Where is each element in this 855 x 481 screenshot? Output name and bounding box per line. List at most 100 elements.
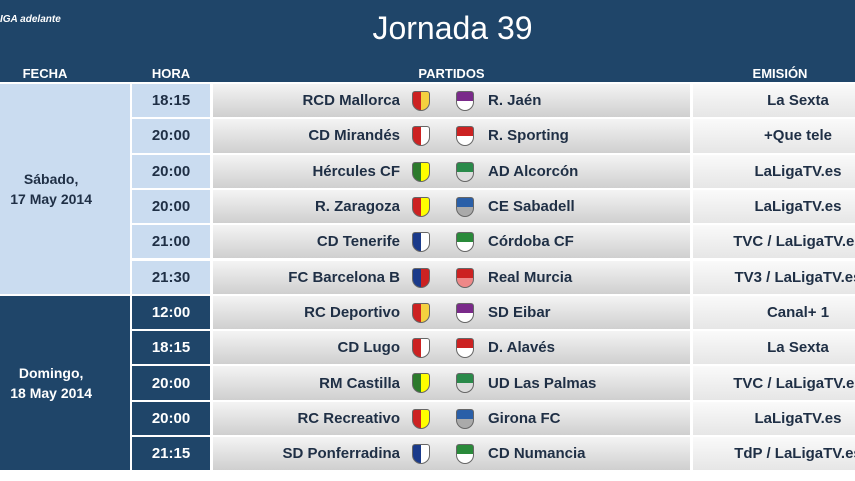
day-label: Domingo, xyxy=(18,365,84,382)
home-team: Hércules CF xyxy=(312,162,400,180)
match-cell xyxy=(213,189,690,224)
home-crest xyxy=(412,373,430,394)
away-team: R. Jaén xyxy=(488,92,542,110)
home-team: RC Deportivo xyxy=(304,303,400,321)
tv-cell xyxy=(693,366,855,400)
match-cell xyxy=(213,154,690,188)
tv-cell xyxy=(693,401,855,435)
match-cell xyxy=(213,331,690,365)
time-cell: 20:00 xyxy=(132,366,210,400)
tv-cell xyxy=(693,119,855,153)
home-team: R. Zaragoza xyxy=(314,198,400,216)
home-crest xyxy=(412,232,430,253)
match-cell xyxy=(213,366,690,400)
away-crest xyxy=(456,408,474,429)
tv-cell xyxy=(693,295,855,330)
home-crest xyxy=(412,196,430,217)
date-text: Sábado, 17 May 2014 xyxy=(10,169,92,209)
tv-cell xyxy=(693,84,855,118)
tv-text: TVC / LaLigaTV.es xyxy=(733,374,855,392)
away-crest xyxy=(456,91,474,111)
away-crest xyxy=(456,373,474,394)
title: Jornada 39 xyxy=(372,10,533,46)
date-text: Domingo, 18 May 2014 xyxy=(10,363,92,403)
away-team: UD Las Palmas xyxy=(488,374,597,392)
time-cell: 21:30 xyxy=(132,260,210,294)
match-cell xyxy=(213,260,690,294)
away-crest xyxy=(456,196,474,217)
tv-text: LaLigaTV.es xyxy=(754,162,842,180)
tv-cell xyxy=(693,189,855,224)
day-label: Sábado, xyxy=(23,170,79,187)
tv-cell xyxy=(693,437,855,471)
home-crest xyxy=(412,444,430,464)
date-cell: Domingo, 18 May 2014 xyxy=(0,295,130,471)
home-crest xyxy=(412,338,430,359)
time-cell: 18:15 xyxy=(132,331,210,365)
column-header: PARTIDOS xyxy=(418,65,485,81)
away-crest xyxy=(456,302,474,323)
away-crest xyxy=(456,232,474,253)
time-cell: 21:00 xyxy=(132,225,210,259)
away-team: CD Numancia xyxy=(488,445,586,463)
away-crest xyxy=(456,126,474,147)
home-crest xyxy=(412,161,430,182)
tv-cell xyxy=(693,260,855,294)
match-cell xyxy=(213,84,690,118)
home-team: CD Mirandés xyxy=(308,127,400,145)
away-team: Girona FC xyxy=(488,409,561,427)
home-team: CD Lugo xyxy=(337,339,400,357)
away-team: D. Alavés xyxy=(488,339,555,357)
away-team: Real Murcia xyxy=(488,268,573,286)
tv-text: LaLigaTV.es xyxy=(754,198,842,216)
match-cell xyxy=(213,119,690,153)
away-team: SD Eibar xyxy=(488,303,551,321)
tv-text: TV3 / LaLigaTV.es xyxy=(734,268,855,286)
column-header: FECHA xyxy=(22,65,68,81)
home-crest xyxy=(412,126,430,147)
date-label: 18 May 2014 xyxy=(10,385,92,402)
tv-text: TVC / LaLigaTV.es xyxy=(733,233,855,251)
home-crest xyxy=(412,91,430,111)
home-crest xyxy=(412,302,430,323)
away-crest xyxy=(456,338,474,359)
tv-text: +Que tele xyxy=(764,127,832,145)
match-cell xyxy=(213,295,690,330)
away-team: Córdoba CF xyxy=(488,233,574,251)
tv-text: Canal+ 1 xyxy=(766,303,830,321)
tv-text: LaLigaTV.es xyxy=(754,409,842,427)
tv-cell xyxy=(693,154,855,188)
time-cell: 20:00 xyxy=(132,401,210,435)
time-cell: 18:15 xyxy=(132,84,210,118)
tv-cell xyxy=(693,331,855,365)
time-cell: 12:00 xyxy=(132,295,210,330)
match-cell xyxy=(213,437,690,471)
column-header: EMISIÓN xyxy=(752,65,808,81)
match-cell xyxy=(213,225,690,259)
tv-text: La Sexta xyxy=(767,92,829,110)
tv-text: La Sexta xyxy=(767,339,829,357)
date-label: 17 May 2014 xyxy=(10,190,92,207)
logo: IGA adelante xyxy=(0,14,61,25)
time-cell: 20:00 xyxy=(132,154,210,188)
time-cell: 20:00 xyxy=(132,119,210,153)
away-crest xyxy=(456,267,474,288)
column-header: HORA xyxy=(151,65,191,81)
home-team: RCD Mallorca xyxy=(302,92,400,110)
home-team: SD Ponferradina xyxy=(282,445,400,463)
away-crest xyxy=(456,444,474,464)
home-team: RC Recreativo xyxy=(297,409,400,427)
away-team: CE Sabadell xyxy=(488,198,575,216)
away-team: R. Sporting xyxy=(488,127,569,145)
header-bar xyxy=(0,0,855,82)
tv-text: TdP / LaLigaTV.es xyxy=(734,445,855,463)
tv-cell xyxy=(693,225,855,259)
time-cell: 21:15 xyxy=(132,437,210,471)
home-crest xyxy=(412,408,430,429)
match-cell xyxy=(213,401,690,435)
away-team: AD Alcorcón xyxy=(488,162,579,180)
home-crest xyxy=(412,267,430,288)
away-crest xyxy=(456,161,474,182)
home-team: RM Castilla xyxy=(319,374,400,392)
